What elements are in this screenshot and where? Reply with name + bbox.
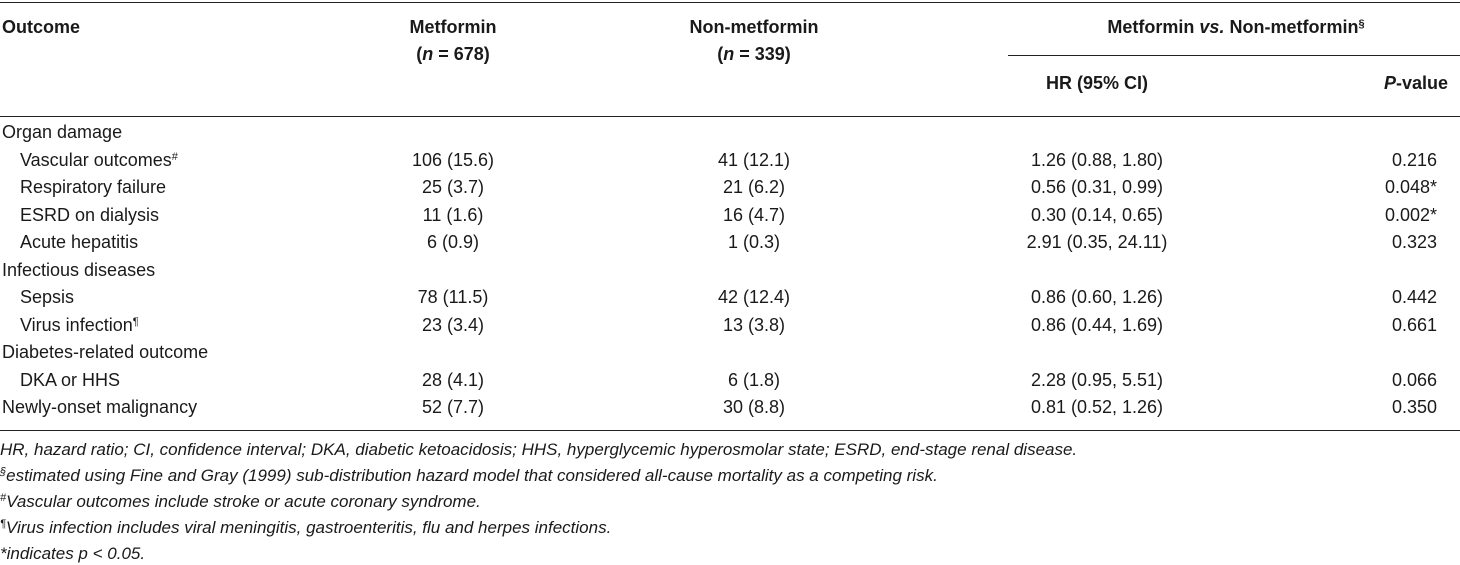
cell-hr: 1.26 (0.88, 1.80) (1030, 149, 1164, 170)
table-bottom-rule (0, 430, 1460, 431)
footnote-text: Vascular outcomes include stroke or acut… (6, 492, 481, 511)
comparison-part-a: Metformin (1107, 17, 1200, 37)
header-comparison: Metformin vs. Non-metformin§ (1107, 16, 1364, 38)
row-label-text: DKA or HHS (20, 369, 121, 390)
cell-metformin: 23 (3.4) (421, 314, 485, 335)
cell-pvalue: 0.048* (1384, 177, 1437, 197)
comparison-underline (1008, 55, 1460, 56)
header-nonmetformin-n: (n = 339) (717, 44, 791, 64)
cell-pvalue: 0.216 (1391, 149, 1437, 170)
row-label: Virus infection¶ (20, 314, 139, 336)
row-label-text: Virus infection (20, 314, 133, 335)
cell-pvalue: 0.350 (1391, 397, 1437, 417)
row-label: ESRD on dialysis (20, 204, 159, 226)
row-label-text: Organ damage (2, 122, 123, 142)
comparison-part-b: Non-metformin (1224, 17, 1359, 37)
footnote-text: *indicates p < 0.05. (0, 544, 146, 563)
footnote-mark: ¶ (0, 518, 6, 530)
cell-hr: 0.30 (0.14, 0.65) (1030, 204, 1164, 225)
row-label: Sepsis (20, 286, 74, 308)
cell-hr: 2.28 (0.95, 5.51) (1030, 369, 1164, 390)
cell-pvalue: 0.661 (1391, 314, 1437, 335)
row-footnote-mark: # (171, 150, 178, 163)
cell-hr: 2.91 (0.35, 24.11) (1026, 232, 1168, 252)
row-label: DKA or HHS (20, 369, 120, 391)
footnote-mark: § (0, 466, 7, 478)
header-outcome: Outcome (2, 17, 81, 37)
pvalue-p: P (1383, 73, 1396, 93)
n-value: = 678) (433, 44, 490, 64)
cell-metformin: 78 (11.5) (417, 287, 489, 307)
cell-nonmetformin: 21 (6.2) (722, 177, 786, 197)
cell-nonmetformin: 1 (0.3) (727, 232, 781, 252)
cell-nonmetformin: 16 (4.7) (722, 204, 786, 225)
row-label-text: Infectious diseases (2, 259, 156, 280)
top-rule (0, 2, 1460, 3)
cell-metformin: 52 (7.7) (421, 397, 485, 417)
row-label-text: Acute hepatitis (20, 232, 139, 252)
header-metformin: Metformin (409, 17, 497, 37)
footnote-mark: # (0, 492, 7, 504)
header-metformin-n: (n = 678) (416, 44, 490, 64)
row-footnote-mark: ¶ (132, 315, 139, 328)
footnote: #Vascular outcomes include stroke or acu… (0, 492, 481, 512)
header-bottom-rule (0, 116, 1460, 117)
row-label-text: Vascular outcomes (20, 149, 172, 170)
footnote: §estimated using Fine and Gray (1999) su… (0, 466, 938, 486)
cell-metformin: 28 (4.1) (421, 369, 485, 390)
row-label-text: Newly-onset malignancy (2, 397, 198, 417)
row-label-text: Diabetes-related outcome (2, 342, 209, 362)
cell-metformin: 25 (3.7) (421, 177, 485, 197)
cell-nonmetformin: 30 (8.8) (722, 397, 786, 417)
cell-nonmetformin: 13 (3.8) (722, 314, 786, 335)
cell-nonmetformin: 6 (1.8) (727, 369, 781, 390)
n-symbol: n (422, 44, 434, 64)
comparison-vs: vs. (1199, 17, 1225, 37)
row-label: Acute hepatitis (20, 231, 138, 253)
row-label: Newly-onset malignancy (2, 396, 197, 418)
row-label-text: Respiratory failure (20, 177, 167, 197)
cell-pvalue: 0.323 (1391, 232, 1437, 252)
footnote: *indicates p < 0.05. (0, 544, 145, 564)
footnote: HR, hazard ratio; CI, confidence interva… (0, 440, 1077, 460)
cell-metformin: 106 (15.6) (411, 149, 495, 170)
cell-metformin: 11 (1.6) (422, 204, 484, 225)
header-pvalue: P-value (1384, 72, 1448, 94)
cell-pvalue: 0.442 (1391, 287, 1437, 307)
row-label-text: ESRD on dialysis (20, 204, 160, 225)
cell-metformin: 6 (0.9) (426, 232, 480, 252)
cell-hr: 0.81 (0.52, 1.26) (1030, 397, 1164, 417)
row-label-text: Sepsis (20, 287, 75, 307)
n-value: = 339) (734, 44, 791, 64)
cell-pvalue: 0.066 (1391, 369, 1437, 390)
cell-nonmetformin: 41 (12.1) (717, 149, 791, 170)
n-symbol: n (723, 44, 735, 64)
footnote-text: HR, hazard ratio; CI, confidence interva… (0, 440, 1078, 459)
header-hr: HR (95% CI) (1045, 73, 1149, 93)
cell-nonmetformin: 42 (12.4) (717, 287, 791, 307)
cell-hr: 0.86 (0.60, 1.26) (1030, 287, 1164, 307)
cell-hr: 0.56 (0.31, 0.99) (1030, 177, 1164, 197)
footnote-text: estimated using Fine and Gray (1999) sub… (6, 466, 938, 485)
pvalue-rest: -value (1395, 73, 1448, 93)
cell-hr: 0.86 (0.44, 1.69) (1030, 314, 1164, 335)
row-label: Diabetes-related outcome (2, 341, 208, 363)
header-nonmetformin: Non-metformin (689, 17, 819, 37)
footnote: ¶Virus infection includes viral meningit… (0, 518, 611, 538)
row-label: Organ damage (2, 121, 122, 143)
row-label: Vascular outcomes# (20, 149, 178, 171)
cell-pvalue: 0.002* (1384, 204, 1437, 225)
row-label: Respiratory failure (20, 176, 166, 198)
comparison-footnote-mark: § (1358, 18, 1365, 30)
row-label: Infectious diseases (2, 259, 155, 281)
footnote-text: Virus infection includes viral meningiti… (5, 518, 612, 537)
